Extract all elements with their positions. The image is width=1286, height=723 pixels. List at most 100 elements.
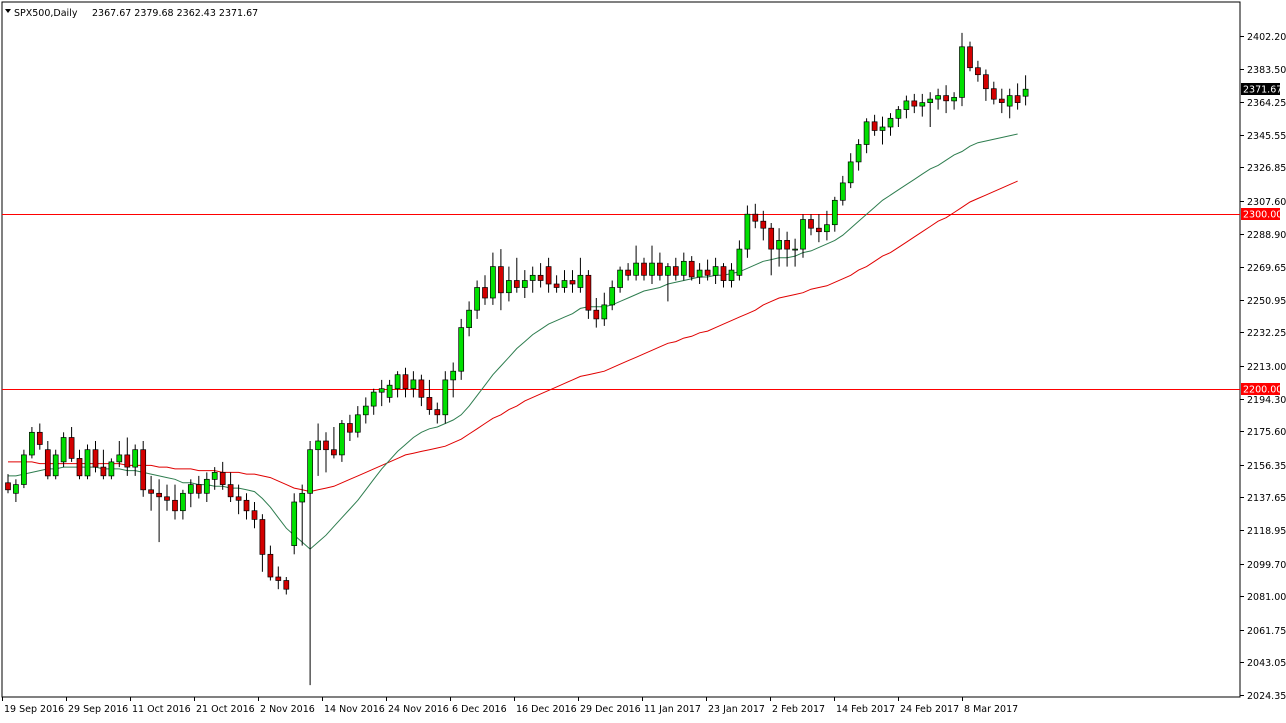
candle[interactable] (506, 266, 512, 302)
candle[interactable] (267, 545, 274, 581)
candle[interactable] (927, 92, 934, 127)
candle[interactable] (219, 461, 226, 490)
candle[interactable] (164, 484, 170, 511)
candle[interactable] (959, 32, 965, 107)
candle[interactable] (529, 266, 536, 293)
candle[interactable] (609, 280, 616, 311)
candle[interactable] (760, 210, 767, 241)
candle[interactable] (466, 301, 472, 337)
candle[interactable] (935, 88, 941, 110)
candle[interactable] (347, 414, 353, 441)
candle[interactable] (331, 427, 337, 459)
candle[interactable] (776, 228, 782, 267)
candle[interactable] (370, 388, 377, 415)
candle[interactable] (474, 280, 480, 319)
candle[interactable] (649, 245, 655, 284)
candle[interactable] (768, 223, 775, 276)
candle[interactable] (990, 81, 997, 105)
candle[interactable] (1006, 88, 1013, 119)
candle[interactable] (180, 489, 186, 520)
candle[interactable] (116, 441, 123, 468)
candle[interactable] (720, 263, 727, 288)
candle[interactable] (458, 318, 465, 380)
candle[interactable] (235, 484, 242, 515)
candle[interactable] (378, 379, 385, 407)
candle[interactable] (156, 479, 162, 543)
candle[interactable] (967, 41, 973, 72)
candle[interactable] (577, 257, 584, 293)
candle[interactable] (665, 263, 671, 302)
candle[interactable] (569, 270, 576, 293)
candle[interactable] (259, 514, 266, 572)
candle[interactable] (545, 257, 552, 293)
candle[interactable] (672, 257, 679, 281)
candle[interactable] (998, 88, 1005, 114)
candle[interactable] (800, 214, 806, 258)
candle[interactable] (847, 153, 854, 189)
candle[interactable] (29, 427, 35, 459)
candle[interactable] (92, 441, 99, 473)
candle[interactable] (871, 114, 878, 136)
candle[interactable] (593, 298, 600, 328)
candle[interactable] (903, 95, 910, 119)
candle[interactable] (808, 214, 814, 236)
candle[interactable] (394, 371, 401, 398)
dropdown-triangle-icon[interactable] (5, 9, 11, 13)
candle[interactable] (744, 205, 751, 258)
candle[interactable] (148, 475, 154, 511)
candle[interactable] (203, 472, 210, 502)
candle[interactable] (696, 263, 703, 284)
candle[interactable] (299, 484, 306, 546)
candle[interactable] (975, 60, 981, 82)
candle[interactable] (1014, 83, 1021, 110)
candle[interactable] (283, 577, 290, 595)
candle[interactable] (680, 252, 687, 281)
candle[interactable] (585, 270, 592, 319)
candle[interactable] (434, 402, 441, 424)
candle[interactable] (13, 479, 19, 502)
candle[interactable] (625, 263, 631, 281)
candle[interactable] (943, 85, 949, 114)
candle[interactable] (1022, 75, 1029, 106)
candle[interactable] (44, 441, 51, 480)
candle[interactable] (60, 432, 67, 468)
candle[interactable] (426, 379, 433, 415)
candle[interactable] (339, 420, 345, 462)
candle[interactable] (498, 249, 504, 311)
candle[interactable] (641, 257, 647, 281)
candle[interactable] (36, 423, 43, 450)
candle[interactable] (323, 432, 329, 473)
candle[interactable] (712, 257, 719, 284)
candle[interactable] (243, 493, 250, 520)
candle[interactable] (307, 441, 313, 686)
candle[interactable] (5, 474, 11, 494)
candle[interactable] (490, 252, 496, 305)
candle[interactable] (855, 139, 862, 171)
candle[interactable] (633, 245, 639, 281)
candle[interactable] (561, 270, 568, 293)
candle[interactable] (402, 367, 409, 398)
candle[interactable] (839, 175, 846, 206)
candle[interactable] (792, 238, 798, 267)
candle[interactable] (537, 263, 544, 288)
candle[interactable] (601, 292, 608, 326)
candle[interactable] (450, 362, 457, 398)
candle[interactable] (442, 371, 449, 424)
candle[interactable] (879, 116, 886, 145)
candle[interactable] (831, 196, 838, 232)
candle[interactable] (100, 449, 107, 480)
candle[interactable] (704, 259, 711, 281)
candle[interactable] (354, 406, 361, 438)
candle[interactable] (482, 275, 488, 305)
candle[interactable] (84, 444, 91, 480)
candle[interactable] (52, 449, 59, 480)
candle[interactable] (410, 371, 417, 398)
candle[interactable] (728, 263, 735, 288)
candle[interactable] (76, 449, 83, 480)
candle[interactable] (124, 437, 131, 476)
candle[interactable] (911, 93, 918, 114)
candle[interactable] (752, 203, 759, 229)
candle[interactable] (983, 69, 989, 101)
candle[interactable] (951, 92, 957, 110)
candle[interactable] (553, 275, 560, 293)
